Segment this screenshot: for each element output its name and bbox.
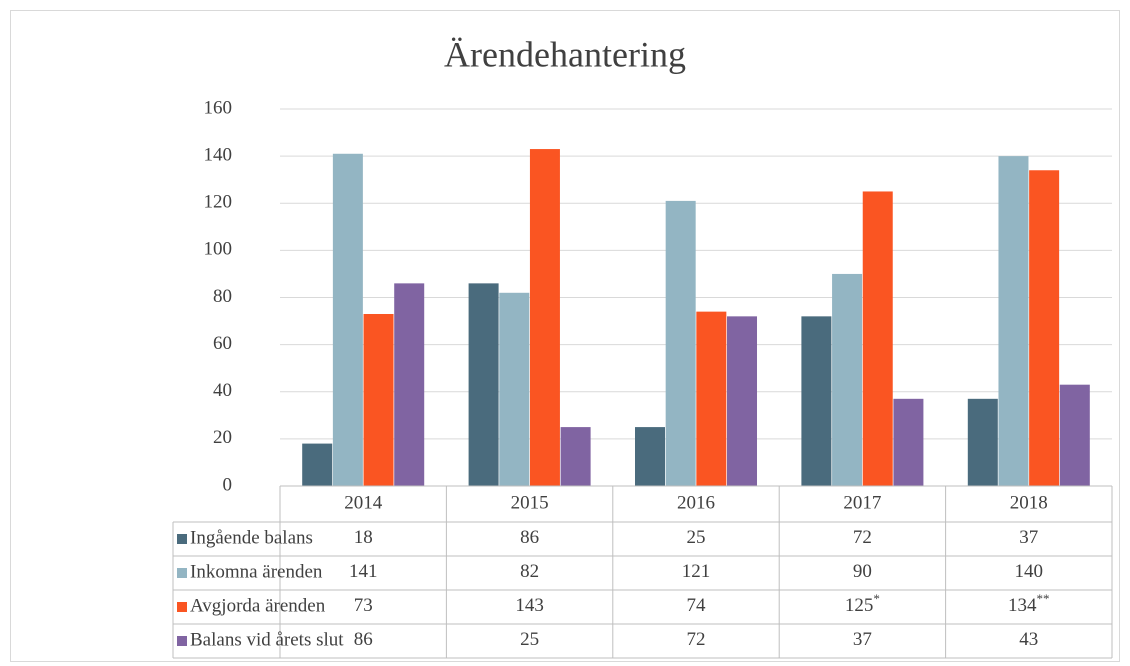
table-value: 125	[845, 595, 874, 616]
x-tick-label: 2018	[1010, 492, 1048, 513]
table-cell: 18	[354, 527, 373, 548]
y-tick-label: 140	[204, 144, 233, 165]
table-value: 25	[687, 527, 706, 548]
table-cell: 86	[354, 629, 373, 650]
table-value: 18	[354, 527, 373, 548]
table-value: 72	[853, 527, 872, 548]
table-cell: 90	[853, 561, 872, 582]
table-cell: 37	[853, 629, 872, 650]
legend-swatch	[177, 568, 187, 578]
table-value: 141	[349, 561, 378, 582]
bar	[1059, 384, 1090, 486]
chart-title: Ärendehantering	[444, 34, 686, 74]
bar	[832, 273, 863, 486]
y-tick-label: 60	[213, 333, 232, 354]
y-tick-label: 0	[223, 474, 233, 495]
bar	[998, 156, 1029, 486]
table-value: 90	[853, 561, 872, 582]
legend-label: Inkomna ärenden	[190, 561, 323, 582]
legend-swatch	[177, 636, 187, 646]
bar	[394, 283, 425, 486]
legend-label: Avgjorda ärenden	[190, 595, 326, 616]
x-tick-label: 2015	[511, 492, 549, 513]
legend-swatch	[177, 602, 187, 612]
table-value: 73	[354, 595, 373, 616]
y-tick-label: 20	[213, 427, 232, 448]
bar	[893, 398, 924, 486]
table-value: 143	[515, 595, 544, 616]
table-value: 86	[354, 629, 373, 650]
table-cell: 25	[520, 629, 539, 650]
y-tick-label: 100	[204, 239, 233, 260]
table-cell: 74	[687, 595, 707, 616]
bar	[862, 191, 893, 486]
footnote-mark: **	[1037, 591, 1050, 606]
table-value: 140	[1015, 561, 1044, 582]
footnote-mark: *	[873, 591, 880, 606]
table-cell: 143	[515, 595, 544, 616]
table-value: 134	[1008, 595, 1037, 616]
table-value: 37	[1019, 527, 1038, 548]
table-value: 72	[687, 629, 706, 650]
table-cell: 140	[1015, 561, 1044, 582]
table-cell: 37	[1019, 527, 1038, 548]
table-cell: 72	[687, 629, 706, 650]
table-cell: 125*	[845, 591, 880, 616]
table-cell: 121	[682, 561, 711, 582]
table-cell: 72	[853, 527, 872, 548]
bar	[302, 443, 333, 486]
y-tick-label: 80	[213, 286, 232, 307]
legend-label: Ingående balans	[190, 527, 313, 548]
table-cell: 134**	[1008, 591, 1050, 616]
table-cell: 73	[354, 595, 373, 616]
table-cell: 82	[520, 561, 539, 582]
table-value: 43	[1019, 629, 1038, 650]
bar	[967, 398, 998, 486]
table-value: 25	[520, 629, 539, 650]
bar	[468, 283, 499, 486]
table-value: 37	[853, 629, 872, 650]
bar	[529, 149, 560, 486]
table-value: 82	[520, 561, 539, 582]
bar	[696, 311, 727, 486]
bar	[332, 153, 363, 487]
bar	[635, 427, 665, 486]
table-value: 74	[687, 595, 707, 616]
x-tick-label: 2014	[344, 492, 383, 513]
y-tick-label: 120	[204, 192, 233, 213]
table-cell: 141	[349, 561, 378, 582]
bar	[665, 200, 696, 487]
table-cell: 25	[687, 527, 706, 548]
x-tick-label: 2016	[677, 492, 715, 513]
table-cell: 86	[520, 527, 539, 548]
bar	[363, 313, 394, 486]
y-tick-label: 160	[204, 97, 233, 118]
y-tick-label: 40	[213, 380, 232, 401]
table-value: 121	[682, 561, 711, 582]
legend-swatch	[177, 534, 187, 544]
bar	[1029, 170, 1060, 486]
chart-border	[10, 10, 1120, 662]
legend-label: Balans vid årets slut	[190, 629, 344, 650]
bar	[727, 316, 758, 486]
x-tick-label: 2017	[843, 492, 881, 513]
table-value: 86	[520, 527, 539, 548]
table-cell: 43	[1019, 629, 1038, 650]
bar	[560, 427, 591, 486]
bar	[801, 316, 832, 486]
bar	[499, 292, 530, 486]
